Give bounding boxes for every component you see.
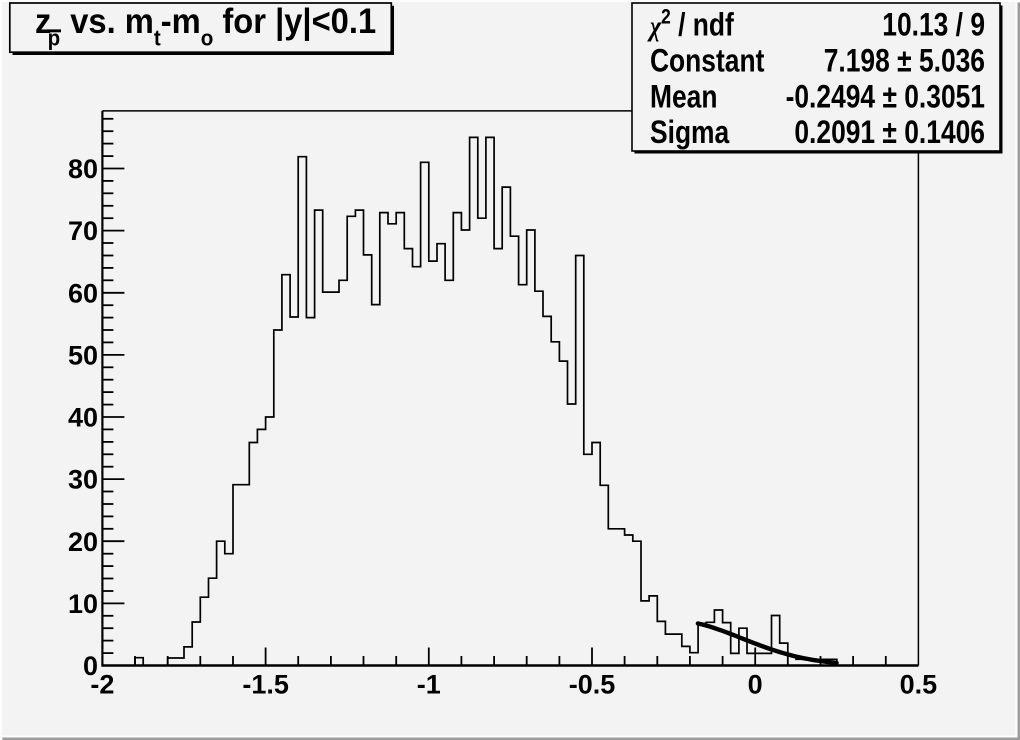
svg-text:χ2 / ndf: χ2 / ndf	[646, 6, 734, 43]
svg-text:Constant: Constant	[650, 43, 765, 79]
svg-text:0: 0	[83, 651, 98, 681]
svg-text:7.198 ± 5.036: 7.198 ± 5.036	[824, 43, 985, 79]
svg-text:-1: -1	[417, 670, 441, 700]
svg-text:50: 50	[68, 341, 98, 371]
svg-text:zp vs. mt-mo for |y|<0.1: zp vs. mt-mo for |y|<0.1	[35, 2, 376, 51]
svg-text:Sigma: Sigma	[650, 115, 730, 151]
svg-text:Mean: Mean	[650, 79, 717, 115]
svg-text:-0.2494 ± 0.3051: -0.2494 ± 0.3051	[786, 79, 985, 115]
svg-text:10: 10	[68, 589, 98, 619]
svg-text:60: 60	[68, 278, 98, 308]
svg-text:40: 40	[68, 403, 98, 433]
svg-text:10.13 / 9: 10.13 / 9	[882, 7, 985, 43]
svg-text:30: 30	[68, 465, 98, 495]
svg-text:-0.5: -0.5	[569, 670, 616, 700]
svg-text:0.5: 0.5	[900, 670, 938, 700]
svg-text:0.2091 ± 0.1406: 0.2091 ± 0.1406	[794, 115, 985, 151]
svg-text:-2: -2	[90, 670, 114, 700]
svg-text:20: 20	[68, 527, 98, 557]
svg-text:80: 80	[68, 154, 98, 184]
svg-text:70: 70	[68, 216, 98, 246]
svg-text:0: 0	[748, 670, 763, 700]
svg-text:-1.5: -1.5	[242, 670, 289, 700]
